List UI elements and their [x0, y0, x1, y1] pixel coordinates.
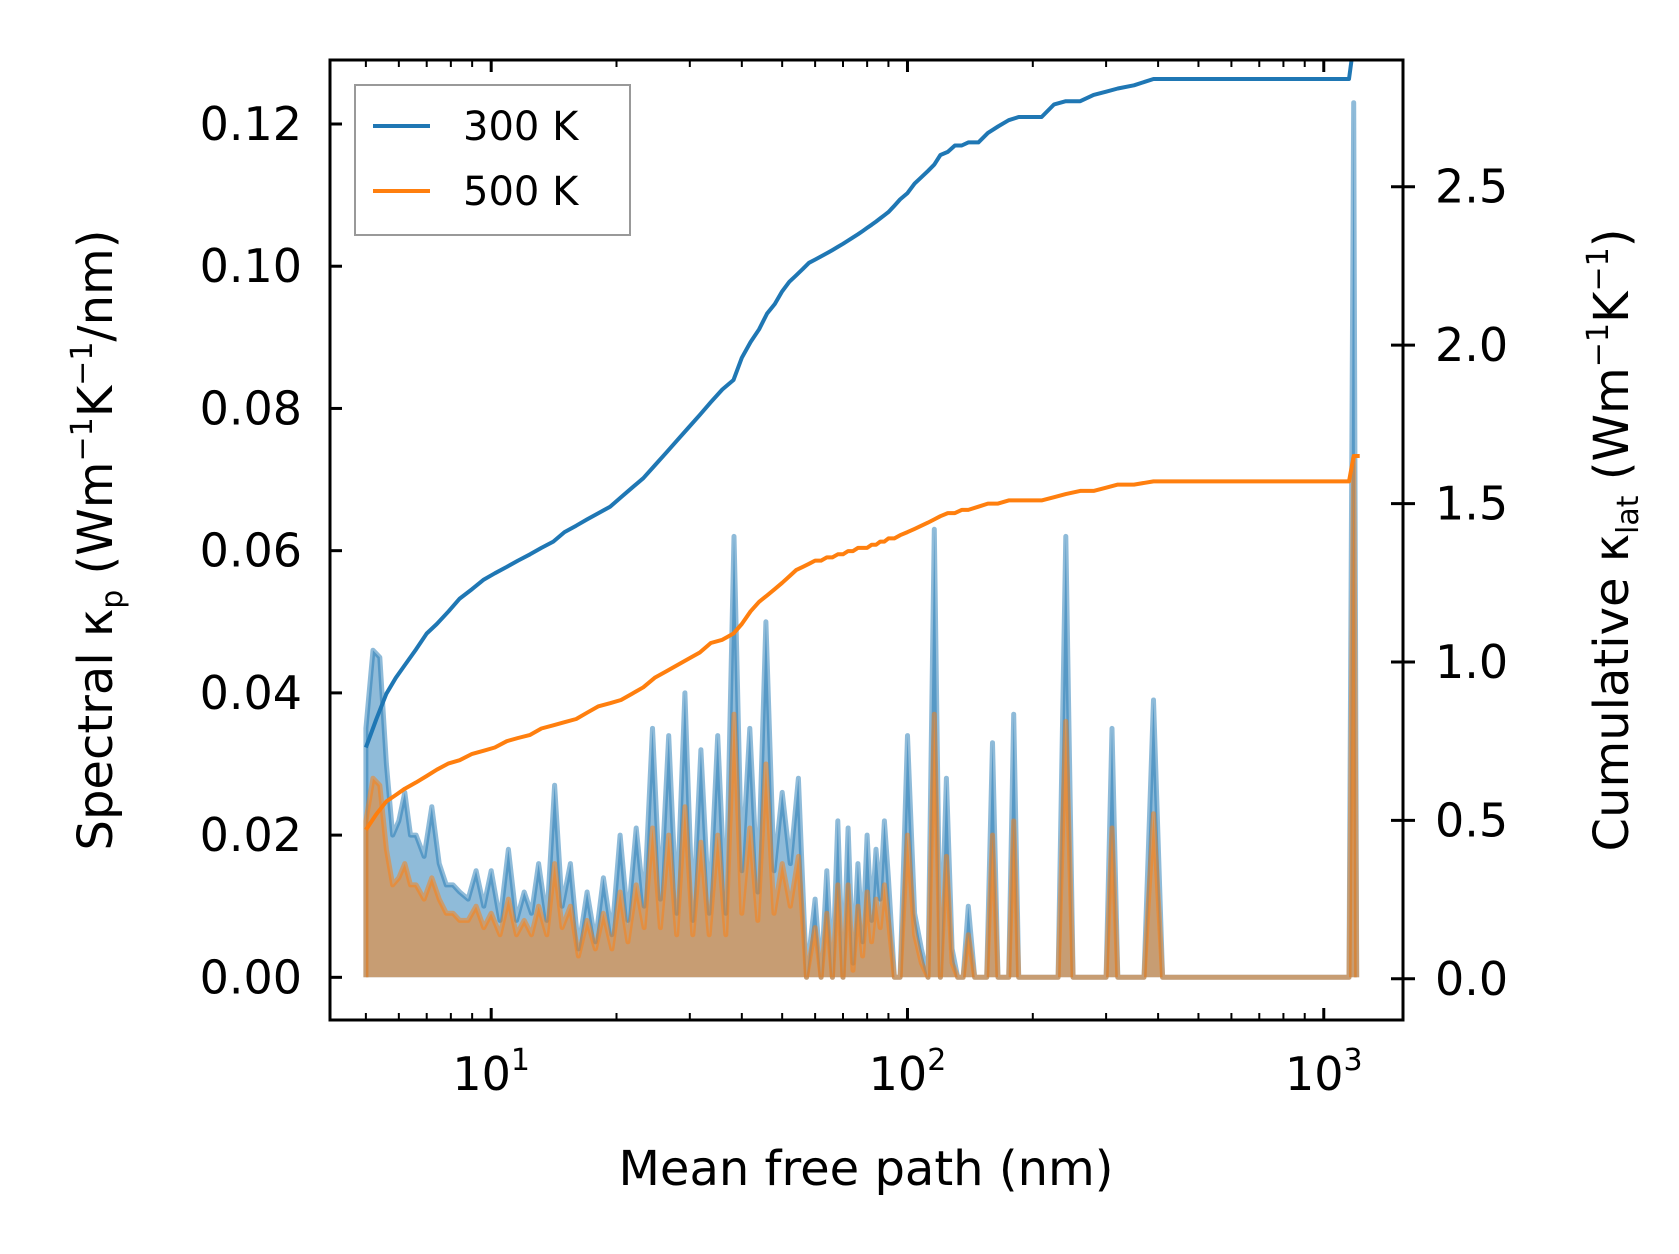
y-axis-left-label: Spectral κp (Wm−1K−1/nm)	[65, 230, 130, 851]
legend-label-500k: 500 K	[463, 169, 580, 215]
spectral-area-500k	[363, 455, 1360, 980]
y-right-tick-label: 1.0	[1435, 635, 1508, 689]
x-axis-label: Mean free path (nm)	[619, 1141, 1114, 1197]
y-right-tick-label: 0.5	[1435, 793, 1508, 847]
axis-ticks	[330, 60, 1415, 1020]
y-left-tick-label: 0.04	[200, 666, 302, 720]
y-right-tick-label: 0.0	[1435, 952, 1508, 1006]
legend-label-300k: 300 K	[463, 104, 580, 150]
y-right-tick-label: 1.5	[1435, 477, 1508, 531]
y-left-tick-label: 0.02	[200, 808, 302, 862]
y-left-tick-label: 0.06	[200, 524, 302, 578]
x-tick-label: 103	[1285, 1043, 1363, 1101]
cumulative-line-300k	[364, 60, 1354, 749]
cumulative-line-500k	[364, 454, 1360, 832]
y-left-tick-label: 0.08	[200, 381, 302, 435]
tick-labels: 0.00 0.02 0.04 0.06 0.08 0.10 0.12 0.0 0.5 1.0 1.5…	[200, 97, 1509, 1101]
y-left-tick-label: 0.00	[200, 950, 302, 1004]
legend: 300 K 500 K	[354, 84, 631, 236]
x-tick-label: 101	[452, 1043, 530, 1101]
y-axis-right-label: Cumulative κlat (Wm−1K−1)	[1581, 229, 1646, 852]
cumulative-lines	[364, 60, 1360, 832]
y-right-tick-label: 2.0	[1435, 318, 1508, 372]
y-right-tick-label: 2.5	[1435, 160, 1508, 214]
y-left-tick-label: 0.12	[200, 97, 302, 151]
y-left-tick-label: 0.10	[200, 239, 302, 293]
legend-box	[354, 84, 631, 236]
spectral-areas	[363, 100, 1360, 980]
x-tick-label: 102	[869, 1043, 947, 1101]
